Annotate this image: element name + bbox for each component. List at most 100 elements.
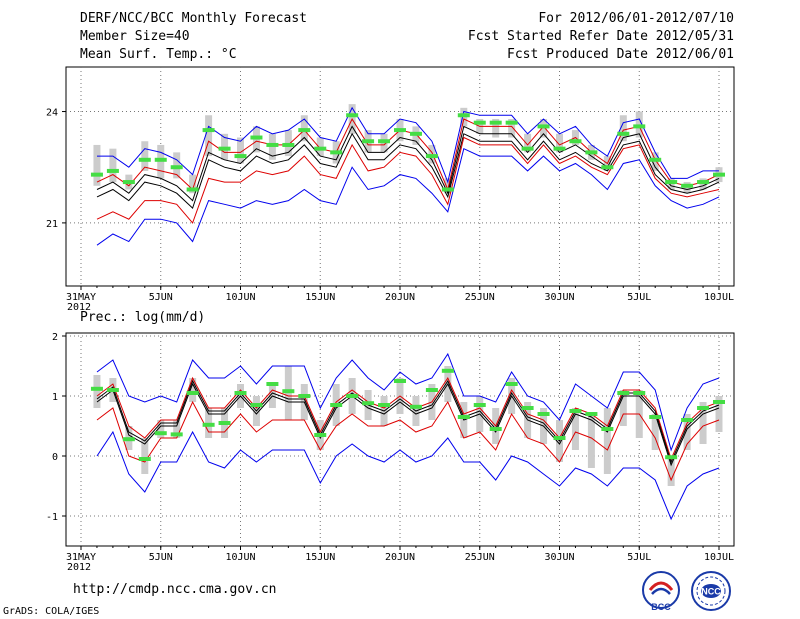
observed-marker — [425, 154, 438, 159]
x-tick-label: 10JUN — [225, 292, 255, 303]
x-tick-label: 10JUN — [225, 552, 255, 563]
spread-bar — [109, 148, 117, 183]
observed-marker — [266, 142, 279, 147]
produced-date: Fcst Produced Date 2012/06/01 — [507, 47, 734, 62]
series-line-mean — [96, 379, 720, 464]
ncc-logo: NCC — [688, 570, 734, 614]
series-line-min — [96, 147, 720, 246]
source-url[interactable]: http://cmdp.ncc.cma.gov.cn — [73, 582, 277, 597]
spread-bar — [173, 420, 181, 438]
observed-marker — [681, 183, 694, 188]
observed-marker — [154, 431, 167, 436]
observed-marker — [473, 120, 486, 125]
observed-marker — [585, 150, 598, 155]
spread-bar — [603, 408, 611, 474]
y-tick-label: -1 — [46, 512, 58, 523]
observed-marker — [250, 135, 263, 140]
observed-marker — [713, 400, 725, 404]
series-line-low_red — [96, 400, 720, 482]
x-tick-label: 20JUN — [385, 552, 415, 563]
observed-marker — [569, 409, 582, 413]
x-tick-label: 15JUN — [305, 552, 335, 563]
observed-marker — [665, 455, 678, 460]
observed-marker — [122, 437, 135, 442]
series-line-upper — [96, 117, 720, 192]
chart-title: DERF/NCC/BCC Monthly Forecast — [80, 11, 307, 26]
observed-marker — [697, 406, 710, 410]
observed-marker — [90, 172, 103, 177]
observed-marker — [473, 403, 486, 407]
x-tick-label: 31MAY — [66, 292, 96, 303]
spread-bar — [157, 420, 165, 438]
spread-bar — [93, 375, 101, 408]
observed-marker — [633, 124, 646, 129]
series-line-upper — [96, 376, 720, 461]
x-tick-label: 5JUN — [149, 552, 173, 563]
observed-marker — [489, 120, 502, 125]
x-tick-label: 10JUL — [704, 552, 734, 563]
x-tick-label: 15JUN — [305, 292, 335, 303]
observed-marker — [665, 180, 678, 185]
observed-marker — [553, 146, 566, 151]
observed-marker — [298, 394, 311, 398]
observed-marker — [170, 432, 183, 437]
grads-credit: GrADS: COLA/IGES — [3, 606, 100, 617]
observed-marker — [649, 415, 662, 419]
observed-marker — [409, 404, 422, 409]
x-tick-label: 5JUL — [627, 292, 651, 303]
observed-marker — [234, 154, 247, 159]
observed-marker — [505, 382, 518, 386]
observed-marker — [601, 427, 614, 431]
observed-marker — [122, 180, 135, 185]
observed-marker — [394, 128, 406, 133]
observed-marker — [186, 187, 199, 192]
observed-marker — [617, 131, 630, 136]
observed-marker — [362, 139, 375, 144]
observed-marker — [202, 128, 215, 133]
spread-bar — [571, 408, 579, 450]
observed-marker — [537, 124, 550, 129]
observed-marker — [553, 436, 566, 440]
start-date: Fcst Started Refer Date 2012/05/31 — [467, 29, 734, 44]
observed-marker — [537, 412, 550, 416]
observed-marker — [378, 403, 391, 407]
observed-marker — [569, 139, 582, 144]
spread-bar — [189, 378, 197, 402]
observed-marker — [457, 415, 470, 419]
observed-marker — [346, 113, 359, 118]
spread-bar — [205, 115, 213, 157]
variable-label: Mean Surf. Temp.: °C — [80, 47, 237, 62]
observed-marker — [218, 421, 231, 425]
observed-marker — [266, 382, 279, 386]
spread-bar — [189, 174, 197, 194]
observed-marker — [505, 120, 518, 125]
x-tick-label: 20JUN — [385, 292, 415, 303]
forecast-period: For 2012/06/01-2012/07/10 — [538, 11, 734, 26]
observed-marker — [425, 388, 438, 392]
spread-bar — [556, 133, 563, 153]
x-tick-label: 25JUN — [465, 292, 495, 303]
series-line-max — [97, 106, 719, 184]
series-line-lower — [96, 132, 720, 209]
observed-marker — [378, 139, 391, 144]
spread-bar — [667, 456, 675, 486]
series-line-min — [96, 430, 720, 521]
observed-marker — [649, 157, 662, 162]
observed-marker — [489, 427, 502, 431]
observed-marker — [330, 150, 343, 155]
observed-marker — [441, 187, 454, 192]
y-tick-label: 1 — [52, 392, 58, 403]
series-line-max — [96, 352, 720, 452]
observed-marker — [138, 457, 151, 461]
observed-marker — [250, 403, 263, 407]
observed-marker — [521, 406, 534, 410]
observed-marker — [106, 168, 119, 173]
x-tick-label: 25JUN — [465, 552, 495, 563]
observed-marker — [314, 433, 327, 437]
x-tick-label: 10JUL — [704, 292, 734, 303]
observed-marker — [330, 403, 343, 407]
series-line-low_red — [96, 136, 720, 224]
observed-marker — [521, 146, 534, 151]
observed-marker — [409, 131, 422, 136]
